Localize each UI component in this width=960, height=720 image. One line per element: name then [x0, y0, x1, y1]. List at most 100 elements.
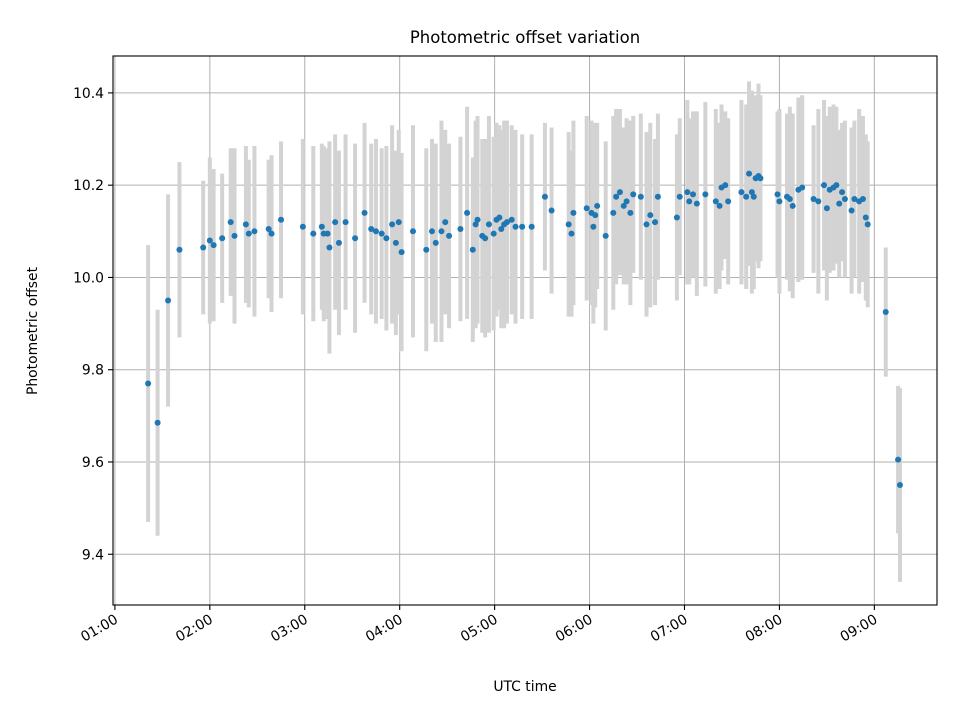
data-point: [432, 239, 439, 246]
data-point: [568, 230, 575, 237]
data-point: [310, 230, 317, 237]
data-point: [776, 198, 783, 205]
data-point: [498, 226, 505, 233]
data-point: [428, 228, 435, 235]
data-point: [722, 182, 729, 189]
data-point: [823, 205, 830, 212]
y-tick-label: 10.0: [73, 270, 104, 286]
data-point: [592, 212, 599, 219]
data-point: [245, 230, 252, 237]
data-point: [389, 221, 396, 228]
data-point: [799, 184, 806, 191]
data-point: [673, 214, 680, 221]
data-point: [398, 249, 405, 256]
data-point: [684, 189, 691, 196]
data-point: [570, 209, 577, 216]
data-point: [836, 200, 843, 207]
data-point: [219, 235, 226, 242]
data-point: [176, 246, 183, 253]
data-point: [750, 193, 757, 200]
data-point: [851, 196, 858, 203]
data-point: [630, 191, 637, 198]
data-point: [442, 219, 449, 226]
data-point: [789, 202, 796, 209]
data-point: [395, 219, 402, 226]
data-point: [242, 221, 249, 228]
data-point: [472, 221, 479, 228]
data-point: [318, 223, 325, 230]
data-point: [392, 239, 399, 246]
chart-title: Photometric offset variation: [410, 28, 640, 47]
data-point: [503, 219, 510, 226]
data-point: [746, 170, 753, 177]
data-point: [602, 232, 609, 239]
data-point: [620, 202, 627, 209]
data-point: [541, 193, 548, 200]
data-point: [332, 219, 339, 226]
data-point: [643, 221, 650, 228]
data-point: [446, 232, 453, 239]
data-point: [154, 419, 161, 426]
data-point: [613, 193, 620, 200]
y-tick-label: 10.2: [73, 178, 104, 194]
data-point: [862, 214, 869, 221]
data-point: [686, 198, 693, 205]
data-point: [335, 239, 342, 246]
data-point: [210, 242, 217, 249]
data-point: [278, 216, 285, 223]
data-points: [145, 170, 903, 489]
data-point: [859, 196, 866, 203]
data-point: [409, 228, 416, 235]
data-point: [725, 198, 732, 205]
data-point: [637, 193, 644, 200]
plot-frame: [112, 55, 938, 606]
data-point: [324, 230, 331, 237]
data-point: [519, 223, 526, 230]
x-axis-label: UTC time: [493, 679, 556, 695]
data-point: [342, 219, 349, 226]
data-point: [485, 221, 492, 228]
data-point: [512, 223, 519, 230]
data-point: [654, 193, 661, 200]
data-point: [268, 230, 275, 237]
data-point: [738, 189, 745, 196]
data-point: [496, 214, 503, 221]
data-point: [652, 219, 659, 226]
data-point: [616, 189, 623, 196]
data-point: [474, 216, 481, 223]
y-tick-label: 9.6: [82, 455, 104, 471]
data-point: [227, 219, 234, 226]
data-point: [372, 228, 379, 235]
data-point: [610, 209, 617, 216]
data-point: [469, 246, 476, 253]
data-point: [590, 223, 597, 230]
data-point: [368, 226, 375, 233]
data-point: [165, 297, 172, 304]
data-point: [690, 191, 697, 198]
data-point: [383, 235, 390, 242]
data-point: [548, 207, 555, 214]
data-point: [231, 232, 238, 239]
data-point: [786, 196, 793, 203]
data-point: [627, 209, 634, 216]
data-point: [815, 198, 822, 205]
data-point: [299, 223, 306, 230]
y-tick-label: 9.4: [82, 547, 104, 563]
y-axis-ticks: 9.4 9.6 9.8 10.0 10.2 10.4: [73, 86, 113, 563]
data-point: [326, 244, 333, 251]
data-point: [457, 226, 464, 233]
data-point: [361, 209, 368, 216]
data-point: [206, 237, 213, 244]
data-point: [712, 198, 719, 205]
data-point: [145, 380, 152, 387]
data-point: [839, 189, 846, 196]
data-point: [583, 205, 590, 212]
data-point: [774, 191, 781, 198]
data-point: [438, 228, 445, 235]
data-point: [482, 235, 489, 242]
data-point: [864, 221, 871, 228]
data-point: [896, 482, 903, 489]
data-point: [702, 191, 709, 198]
